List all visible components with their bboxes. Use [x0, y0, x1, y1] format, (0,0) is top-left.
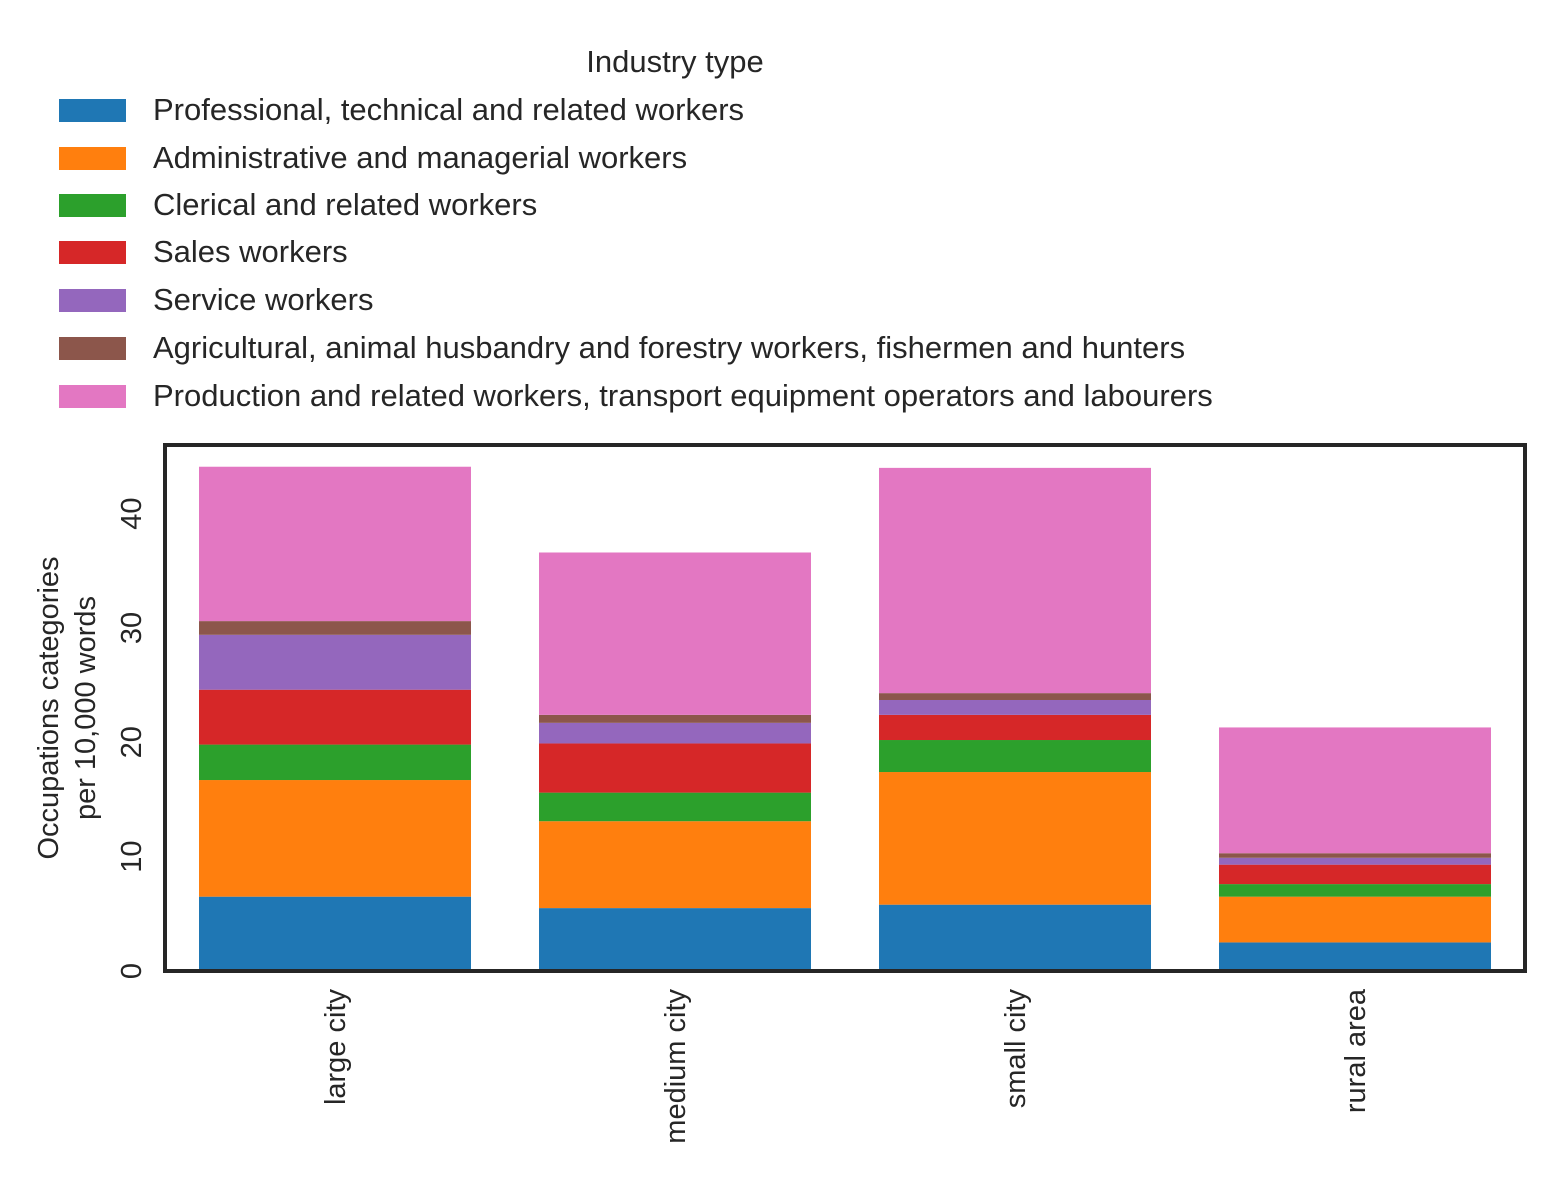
- y-tick-label-20: 20: [116, 726, 148, 758]
- bar-medium-city-series-4: [539, 722, 811, 744]
- bar-rural-area-series-6: [1219, 727, 1491, 854]
- legend-item-sales: Sales workers: [59, 232, 348, 272]
- x-tick-label-rural-area: rural area: [1340, 988, 1372, 1113]
- bar-large-city-series-2: [199, 744, 471, 781]
- legend-label-agricultural: Agricultural, animal husbandry and fores…: [153, 330, 1186, 365]
- y-axis-label-line2: per 10,000 words: [70, 596, 102, 820]
- bars-group: [199, 466, 1491, 971]
- legend-item-clerical: Clerical and related workers: [59, 185, 537, 225]
- bar-small-city-series-0: [879, 904, 1151, 971]
- legend-item-administrative: Administrative and managerial workers: [59, 138, 687, 178]
- legend-label-professional: Professional, technical and related work…: [153, 92, 745, 127]
- legend-label-sales: Sales workers: [153, 234, 348, 269]
- bar-medium-city-series-1: [539, 821, 811, 909]
- bar-small-city-series-4: [879, 700, 1151, 715]
- x-tick-label-large-city: large city: [320, 989, 352, 1106]
- bar-large-city-series-6: [199, 466, 471, 622]
- bar-small-city-series-3: [879, 714, 1151, 741]
- bar-rural-area-series-4: [1219, 857, 1491, 865]
- bar-large-city-series-1: [199, 780, 471, 897]
- legend-swatch-professional: [59, 98, 126, 122]
- bar-large-city-series-5: [199, 621, 471, 635]
- legend-label-clerical: Clerical and related workers: [153, 187, 538, 222]
- legend-swatch-administrative: [59, 146, 126, 170]
- legend-item-service: Service workers: [59, 280, 374, 320]
- legend-item-professional: Professional, technical and related work…: [59, 90, 744, 130]
- bar-small-city-series-2: [879, 740, 1151, 773]
- legend-swatch-agricultural: [59, 336, 126, 360]
- x-ticks-group: large city medium city small city rural are…: [320, 988, 1372, 1144]
- legend-swatch-clerical: [59, 193, 126, 217]
- bar-medium-city-series-0: [539, 908, 811, 971]
- bar-large-city-series-4: [199, 634, 471, 690]
- bar-small-city-series-6: [879, 467, 1151, 694]
- legend-title: Industry type: [586, 44, 764, 79]
- bar-rural-area-series-0: [1219, 942, 1491, 971]
- bar-medium-city-series-5: [539, 714, 811, 723]
- bar-rural-area-series-3: [1219, 864, 1491, 885]
- y-tick-label-10: 10: [116, 841, 148, 873]
- y-ticks-group: 0 10 20 30 40: [116, 497, 148, 979]
- y-axis-label-line1: Occupations categories: [33, 556, 65, 859]
- legend-item-agricultural: Agricultural, animal husbandry and fores…: [59, 328, 1185, 368]
- x-tick-label-small-city: small city: [1000, 989, 1032, 1109]
- x-tick-label-medium-city: medium city: [660, 989, 692, 1144]
- plot-frame: [163, 443, 1527, 973]
- legend-item-production: Production and related workers, transpor…: [59, 376, 1213, 416]
- y-tick-label-40: 40: [116, 497, 148, 529]
- bar-small-city-series-1: [879, 772, 1151, 905]
- legend-label-service: Service workers: [153, 282, 374, 317]
- bar-medium-city-series-2: [539, 792, 811, 822]
- legend-swatch-service: [59, 288, 126, 312]
- bar-large-city-series-3: [199, 689, 471, 745]
- bar-large-city-series-0: [199, 896, 471, 971]
- bar-rural-area-series-5: [1219, 853, 1491, 858]
- bar-medium-city-series-3: [539, 743, 811, 793]
- legend-swatch-production: [59, 384, 126, 408]
- bar-small-city-series-5: [879, 693, 1151, 700]
- bar-rural-area-series-2: [1219, 884, 1491, 897]
- legend-swatch-sales: [59, 240, 126, 264]
- bar-medium-city-series-6: [539, 552, 811, 715]
- y-tick-label-30: 30: [116, 612, 148, 644]
- legend-label-administrative: Administrative and managerial workers: [153, 140, 688, 175]
- bar-rural-area-series-1: [1219, 896, 1491, 943]
- legend-label-production: Production and related workers, transpor…: [153, 378, 1213, 413]
- y-tick-label-0: 0: [116, 963, 148, 979]
